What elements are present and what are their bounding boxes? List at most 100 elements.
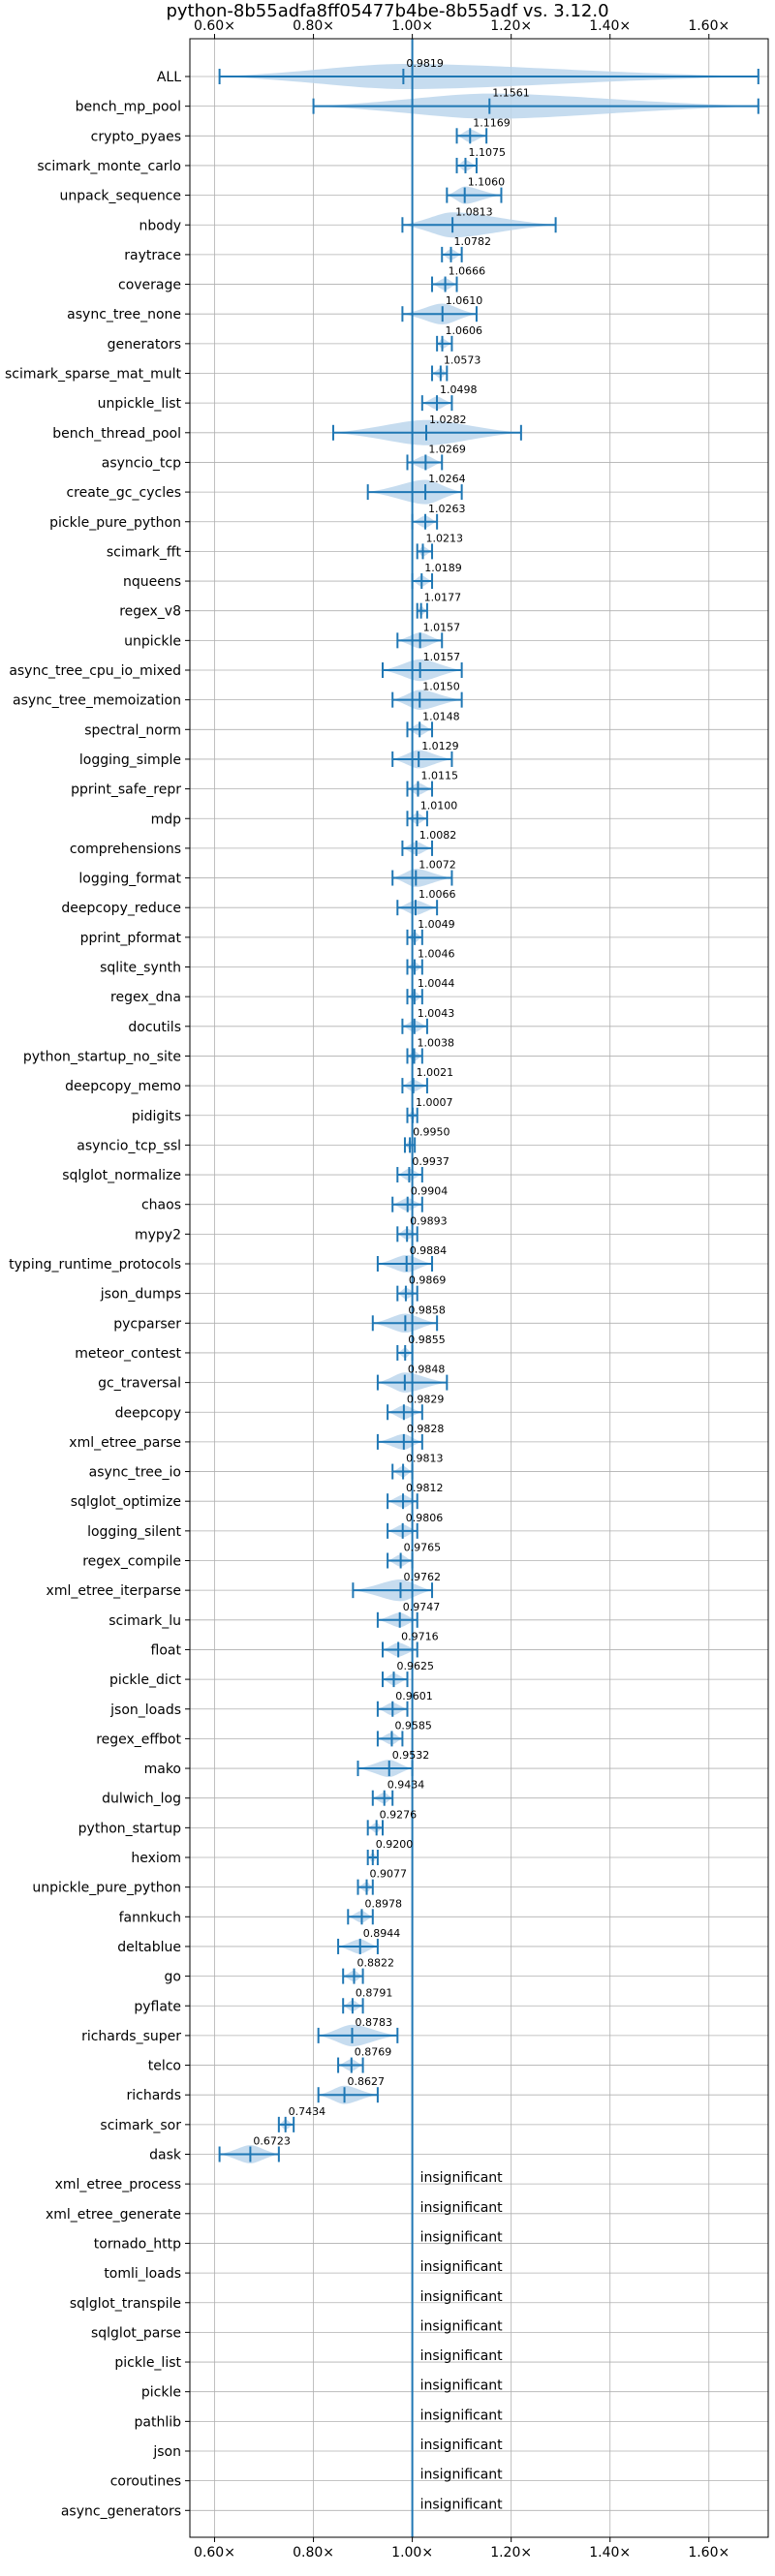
- benchmark-label: telco: [148, 2059, 181, 2074]
- data-label: 1.0813: [455, 205, 493, 218]
- data-label: 1.0046: [418, 948, 455, 961]
- data-label: 1.0150: [422, 681, 460, 693]
- data-label: 0.9276: [380, 1808, 418, 1821]
- benchmark-label: dulwich_log: [102, 1792, 181, 1807]
- benchmark-label: sqlglot_parse: [91, 2325, 181, 2341]
- benchmark-label: richards_super: [81, 2029, 181, 2044]
- benchmark-label: pickle_pure_python: [49, 515, 181, 531]
- data-label: 1.1169: [473, 116, 511, 129]
- data-label: 0.8791: [356, 1986, 393, 1999]
- data-label: 0.8944: [363, 1927, 401, 1940]
- benchmark-label: scimark_sor: [100, 2118, 181, 2133]
- data-label: 1.0606: [446, 324, 483, 337]
- benchmark-label: pyflate: [134, 1999, 181, 2014]
- x-tick-label-bottom: 0.60×: [194, 2545, 235, 2561]
- benchmark-label: bench_mp_pool: [76, 100, 181, 115]
- data-label: 1.0129: [421, 740, 459, 752]
- data-label: 1.0066: [418, 888, 456, 901]
- data-label: 1.0072: [418, 859, 456, 872]
- insignificant-label: insignificant: [420, 2318, 504, 2334]
- benchmark-label: pickle: [141, 2385, 181, 2401]
- benchmark-label: chaos: [141, 1198, 181, 1213]
- data-label: 1.0264: [428, 473, 466, 485]
- insignificant-label: insignificant: [420, 2348, 504, 2364]
- data-label: 1.0157: [423, 621, 461, 633]
- data-label: 1.0049: [418, 918, 455, 931]
- chart-title: python-8b55adfa8ff05477b4be-8b55adf vs. …: [166, 1, 608, 21]
- data-label: 1.0269: [428, 443, 466, 455]
- data-label: 0.9077: [370, 1868, 408, 1881]
- data-label: 1.1561: [492, 87, 530, 100]
- benchmark-label: pickle_list: [114, 2355, 181, 2371]
- benchmark-label: generators: [108, 337, 181, 353]
- data-label: 1.0282: [429, 414, 467, 426]
- benchmark-label: crypto_pyaes: [91, 129, 181, 144]
- benchmark-label: unpickle_list: [98, 396, 182, 412]
- benchmark-label: create_gc_cycles: [66, 485, 181, 501]
- benchmark-label: async_tree_none: [67, 307, 181, 322]
- data-label: 0.9532: [392, 1749, 430, 1762]
- data-label: 0.9848: [408, 1364, 446, 1376]
- data-label: 0.8783: [356, 2016, 393, 2029]
- benchmark-label: async_tree_io: [89, 1465, 181, 1481]
- benchmark-label: nqueens: [123, 574, 181, 590]
- data-label: 0.8769: [355, 2046, 392, 2059]
- benchmark-label: float: [151, 1642, 182, 1658]
- data-label: 1.0213: [425, 532, 463, 544]
- data-label: 0.9601: [395, 1690, 433, 1702]
- benchmark-label: asyncio_tcp: [102, 455, 181, 471]
- data-label: 1.0189: [424, 562, 462, 574]
- benchmark-label: pathlib: [135, 2414, 182, 2430]
- benchmark-label: tornado_http: [94, 2236, 181, 2252]
- data-label: 1.0038: [418, 1036, 455, 1049]
- data-label: 0.9819: [406, 57, 444, 70]
- data-label: 0.9893: [410, 1214, 448, 1227]
- benchmark-label: regex_compile: [82, 1554, 181, 1570]
- data-label: 0.9747: [403, 1601, 441, 1613]
- benchmark-label: regex_v8: [119, 604, 181, 620]
- data-label: 0.9904: [411, 1185, 449, 1198]
- x-tick-label-bottom: 0.80×: [293, 2545, 334, 2561]
- benchmark-label: scimark_monte_carlo: [37, 159, 181, 174]
- labels-layer: 0.9819 1.1561 1.1169 1.1075 1.1060 1.0813 1.07…: [253, 57, 529, 2512]
- data-label: 0.9855: [408, 1334, 446, 1346]
- benchmark-label: async_generators: [61, 2503, 181, 2519]
- benchmark-label: scimark_lu: [108, 1613, 181, 1629]
- data-label: 0.9812: [406, 1482, 444, 1494]
- benchmark-label: xml_etree_parse: [69, 1435, 181, 1451]
- data-label: 1.0043: [418, 1007, 455, 1020]
- benchmark-label: regex_effbot: [96, 1732, 181, 1747]
- x-tick-label-bottom: 1.60×: [688, 2545, 729, 2561]
- benchmark-label: mdp: [151, 812, 182, 827]
- benchmark-label: coroutines: [110, 2474, 181, 2490]
- x-tick-label-top: 0.60×: [194, 18, 235, 34]
- data-label: 0.9884: [410, 1244, 448, 1257]
- insignificant-label: insignificant: [420, 2170, 504, 2186]
- benchmark-label: python_startup_no_site: [23, 1049, 181, 1064]
- benchmark-label: asyncio_tcp_ssl: [77, 1138, 181, 1153]
- benchmark-label: sqlglot_normalize: [62, 1168, 181, 1183]
- benchmark-label: typing_runtime_protocols: [9, 1257, 181, 1273]
- x-tick-label-bottom: 1.40×: [589, 2545, 631, 2561]
- benchmark-label: json_loads: [109, 1702, 181, 1718]
- benchmark-label: async_tree_memoization: [13, 693, 181, 709]
- data-label: 1.0610: [446, 294, 483, 307]
- benchmark-label: unpickle_pure_python: [32, 1881, 181, 1896]
- benchmark-label: logging_format: [78, 872, 181, 887]
- benchmark-label: gc_traversal: [98, 1376, 181, 1392]
- benchmark-label: mako: [144, 1762, 181, 1777]
- benchmark-label: regex_dna: [110, 990, 181, 1005]
- data-label: 1.0498: [440, 383, 478, 396]
- data-label: 0.9625: [396, 1660, 434, 1672]
- insignificant-label: insignificant: [420, 2378, 504, 2394]
- insignificant-label: insignificant: [420, 2497, 504, 2512]
- insignificant-label: insignificant: [420, 2289, 504, 2305]
- data-label: 0.9585: [394, 1719, 432, 1732]
- data-label: 1.0157: [423, 651, 461, 663]
- x-tick-label-top: 1.60×: [688, 18, 729, 34]
- data-label: 0.8822: [357, 1957, 395, 1970]
- data-label: 0.9200: [376, 1838, 414, 1851]
- benchmark-label: docutils: [128, 1020, 181, 1035]
- benchmark-label: pidigits: [132, 1109, 181, 1124]
- insignificant-label: insignificant: [420, 2438, 504, 2453]
